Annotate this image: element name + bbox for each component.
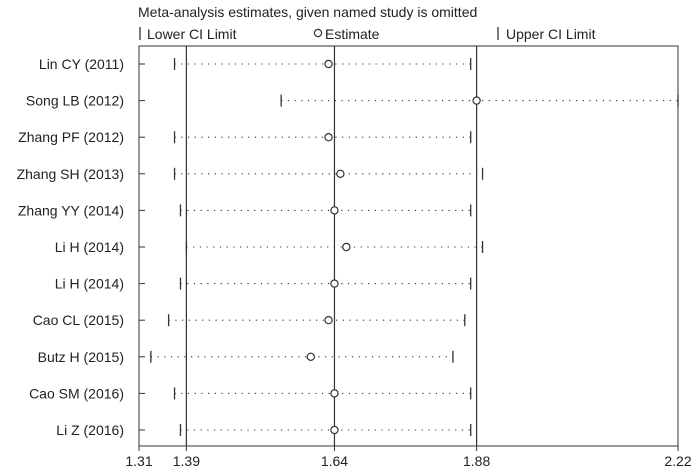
study-label: Zhang SH (2013) bbox=[17, 166, 124, 182]
x-tick-label-0: 1.31 bbox=[125, 453, 152, 469]
x-tick-label-2: 1.64 bbox=[321, 453, 348, 469]
study-label: Li H (2014) bbox=[55, 276, 124, 292]
plot-area: 1.31 1.39 1.64 1.88 2.22 Lin CY (2011) Song LB… bbox=[17, 45, 692, 469]
legend-estimate-label: Estimate bbox=[325, 26, 380, 42]
estimate-point bbox=[330, 425, 339, 435]
x-tick-label-3: 1.88 bbox=[463, 453, 490, 469]
study-label: Cao CL (2015) bbox=[33, 312, 124, 328]
x-tick-label-1: 1.39 bbox=[173, 453, 200, 469]
study-label: Song LB (2012) bbox=[26, 93, 124, 109]
estimate-point bbox=[330, 279, 339, 288]
estimate-point bbox=[330, 389, 339, 398]
study-label: Zhang YY (2014) bbox=[18, 202, 124, 218]
study-label: Zhang PF (2012) bbox=[18, 129, 124, 145]
estimate-point bbox=[324, 59, 333, 69]
study-label: Butz H (2015) bbox=[38, 349, 124, 365]
study-label: Li H (2014) bbox=[55, 239, 124, 255]
estimate-point bbox=[330, 206, 339, 215]
study-label: Lin CY (2011) bbox=[39, 56, 124, 72]
legend-lower-ci-label: Lower CI Limit bbox=[147, 26, 237, 42]
estimate-point bbox=[342, 242, 351, 252]
chart-title: Meta-analysis estimates, given named stu… bbox=[138, 4, 477, 20]
x-tick-label-4: 2.22 bbox=[664, 453, 691, 469]
legend: Lower CI Limit Estimate Upper CI Limit bbox=[139, 26, 596, 42]
legend-upper-ci-label: Upper CI Limit bbox=[506, 26, 596, 42]
study-label: Cao SM (2016) bbox=[29, 385, 124, 401]
estimate-point bbox=[324, 316, 333, 325]
estimate-point bbox=[472, 96, 481, 105]
plot-frame bbox=[138, 45, 679, 447]
study-label: Li Z (2016) bbox=[56, 422, 124, 438]
estimate-point bbox=[336, 169, 345, 178]
estimate-point bbox=[306, 352, 315, 361]
estimate-point bbox=[324, 132, 333, 142]
legend-estimate-marker bbox=[313, 28, 323, 38]
